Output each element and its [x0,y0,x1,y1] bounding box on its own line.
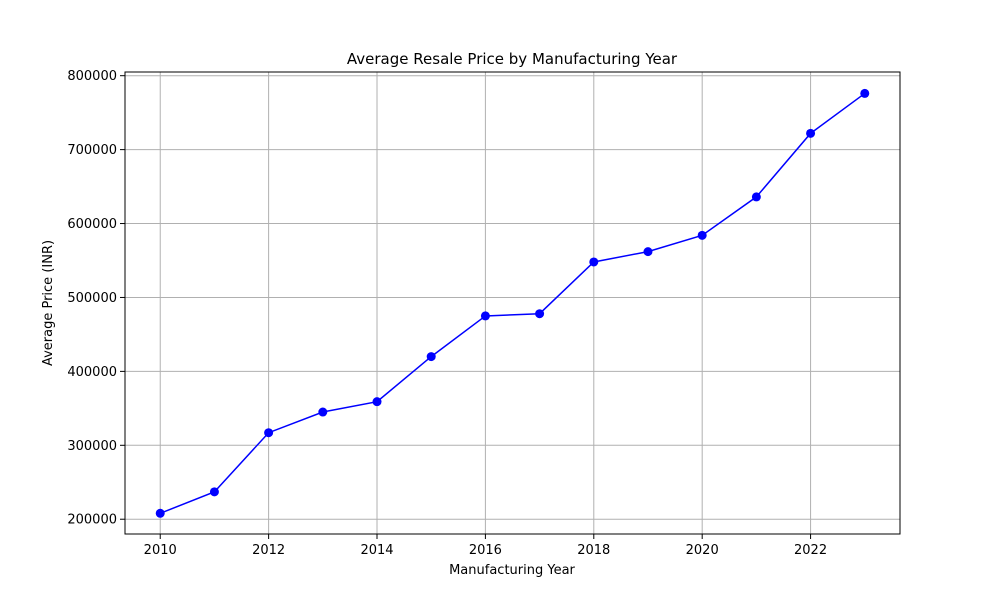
axis-ticks: 2010 2012 2014 2016 2018 2020 2022 200000 300000… [67,69,827,558]
plot-frame [124,71,901,535]
data-point [372,397,382,407]
data-point [318,407,328,417]
chart-title: Average Resale Price by Manufacturing Ye… [347,50,678,68]
y-tick-label: 800000 [67,69,117,84]
data-point [426,352,436,362]
x-tick-label: 2016 [469,543,502,558]
data-point [264,428,274,438]
data-point [589,257,599,267]
data-point [480,311,490,321]
x-tick-label: 2020 [686,543,719,558]
y-axis-label: Average Price (INR) [41,240,56,366]
series-layer [155,88,870,518]
data-point [751,192,761,202]
data-point [697,230,707,240]
series-line [159,92,866,514]
x-tick-label: 2018 [577,543,610,558]
x-axis-label: Manufacturing Year [449,563,575,578]
x-tick-label: 2014 [360,543,393,558]
y-tick-label: 300000 [67,439,117,454]
x-tick-label: 2010 [144,543,177,558]
y-tick-label: 600000 [67,217,117,232]
y-tick-label: 700000 [67,143,117,158]
data-point [860,88,870,98]
data-point [643,247,653,257]
grid-lines [125,72,900,534]
data-point [155,508,165,518]
x-tick-label: 2022 [794,543,827,558]
data-point [209,487,219,497]
data-point [535,309,545,319]
data-point [806,128,816,138]
y-tick-label: 500000 [67,291,117,306]
x-tick-label: 2012 [252,543,285,558]
y-tick-label: 200000 [67,513,117,528]
y-tick-label: 400000 [67,365,117,380]
